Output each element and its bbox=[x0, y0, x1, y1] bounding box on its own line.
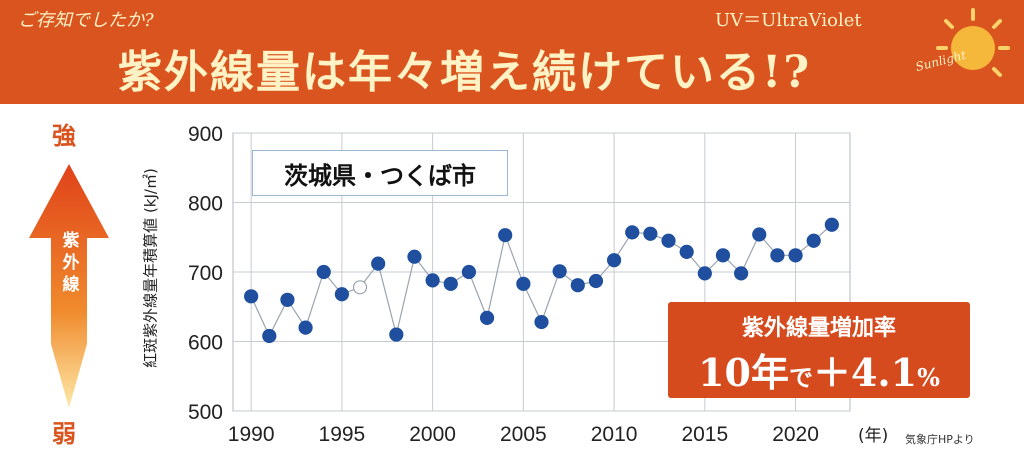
x-tick-label: 2015 bbox=[681, 423, 728, 446]
increase-rate-box: 紫外線量増加率 10年で＋4.1% bbox=[668, 302, 970, 398]
data-point bbox=[244, 289, 259, 304]
data-point bbox=[788, 248, 803, 263]
x-tick-label: 2000 bbox=[409, 423, 456, 446]
data-point bbox=[479, 310, 495, 325]
header-banner: ご存知でしたか? 紫外線量は年々増え続けている!? UV＝UltraViolet… bbox=[0, 0, 1024, 104]
data-point bbox=[280, 292, 295, 307]
data-point bbox=[824, 217, 839, 232]
y-tick-label: 700 bbox=[188, 262, 223, 285]
rate-value: 10年で＋4.1% bbox=[668, 342, 970, 397]
data-point bbox=[643, 226, 658, 241]
y-tick-label: 600 bbox=[188, 332, 223, 355]
data-point bbox=[588, 273, 604, 289]
rate-particle: で bbox=[788, 363, 813, 392]
data-point bbox=[407, 249, 422, 264]
data-point bbox=[461, 264, 477, 280]
x-axis-unit: (年) bbox=[858, 426, 888, 446]
data-point bbox=[570, 278, 585, 293]
location-label: 茨城県・つくば市 bbox=[252, 150, 508, 196]
data-point bbox=[352, 280, 368, 295]
strong-label: 強 bbox=[52, 122, 76, 150]
uv-note: UV＝UltraViolet bbox=[715, 10, 862, 31]
rate-unit: % bbox=[917, 363, 940, 392]
data-point bbox=[516, 276, 531, 291]
rate-number: ＋4.1 bbox=[812, 350, 918, 395]
sun-icon bbox=[936, 8, 1010, 77]
rate-title: 紫外線量増加率 bbox=[741, 316, 896, 341]
data-point bbox=[371, 256, 386, 271]
x-tick-label: 2010 bbox=[591, 423, 638, 446]
data-point bbox=[752, 227, 767, 242]
rate-period: 10年 bbox=[698, 350, 789, 395]
data-point bbox=[697, 266, 712, 281]
x-tick-label: 2020 bbox=[772, 423, 819, 446]
x-tick-label: 1990 bbox=[228, 423, 275, 446]
data-point bbox=[316, 264, 331, 280]
data-point bbox=[552, 264, 567, 279]
data-point bbox=[679, 244, 694, 259]
data-point bbox=[770, 248, 785, 263]
data-point bbox=[806, 233, 821, 248]
banner-kicker: ご存知でしたか? bbox=[18, 10, 154, 31]
data-point bbox=[298, 320, 313, 335]
source-note: 気象庁HPより bbox=[905, 433, 975, 446]
data-points bbox=[244, 217, 839, 344]
data-point bbox=[734, 266, 749, 281]
weak-label: 弱 bbox=[52, 420, 76, 448]
uv-intensity-arrow bbox=[29, 164, 109, 408]
x-tick-label: 2005 bbox=[500, 423, 547, 446]
data-point bbox=[661, 233, 676, 248]
data-point bbox=[443, 276, 458, 291]
data-point bbox=[606, 253, 622, 268]
data-point bbox=[534, 314, 549, 330]
data-point bbox=[425, 273, 440, 288]
data-point bbox=[334, 287, 349, 302]
data-point bbox=[389, 327, 404, 342]
data-point bbox=[498, 228, 513, 243]
data-point bbox=[262, 328, 277, 344]
data-point bbox=[625, 225, 640, 240]
axes: 500 600 700 800 900 1990 1995 2000 2005 2010 2015 2… bbox=[188, 123, 888, 446]
x-tick-label: 1995 bbox=[319, 423, 366, 446]
y-tick-label: 500 bbox=[188, 401, 223, 424]
y-tick-label: 800 bbox=[188, 193, 223, 216]
data-point bbox=[715, 248, 731, 263]
y-tick-label: 900 bbox=[188, 123, 223, 146]
banner-title: 紫外線量は年々増え続けている!? bbox=[118, 47, 812, 98]
arrow-label: 紫外線 bbox=[62, 231, 80, 295]
